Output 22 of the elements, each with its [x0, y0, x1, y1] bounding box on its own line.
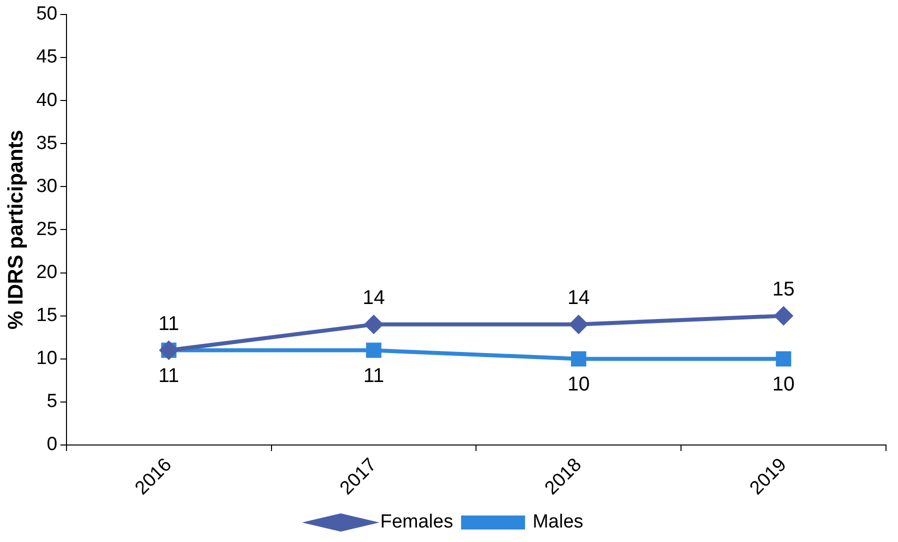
y-tick-label: 30	[36, 176, 58, 197]
legend-label: Males	[532, 512, 584, 533]
y-tick-label: 10	[36, 348, 58, 370]
data-label: 14	[362, 286, 385, 309]
data-label: 11	[158, 364, 180, 387]
y-tick-label: 50	[36, 4, 58, 25]
y-tick-label: 20	[36, 262, 58, 283]
y-tick-label: 5	[46, 391, 58, 412]
y-tick-label: 35	[36, 132, 58, 154]
data-label: 11	[363, 364, 384, 387]
y-tick-label: 25	[36, 218, 58, 240]
y-tick-label: 45	[36, 46, 58, 68]
y-tick-label: 40	[36, 90, 58, 111]
legend-label: Females	[380, 512, 454, 533]
data-label: 15	[772, 278, 795, 300]
data-label: 14	[568, 286, 590, 309]
y-axis-title: % IDRS participants	[4, 130, 28, 330]
y-tick-label: 15	[36, 305, 58, 326]
data-label: 10	[772, 373, 795, 396]
data-label: 11	[158, 312, 180, 335]
y-tick-label: 0	[46, 434, 58, 456]
data-label: 10	[568, 373, 590, 396]
